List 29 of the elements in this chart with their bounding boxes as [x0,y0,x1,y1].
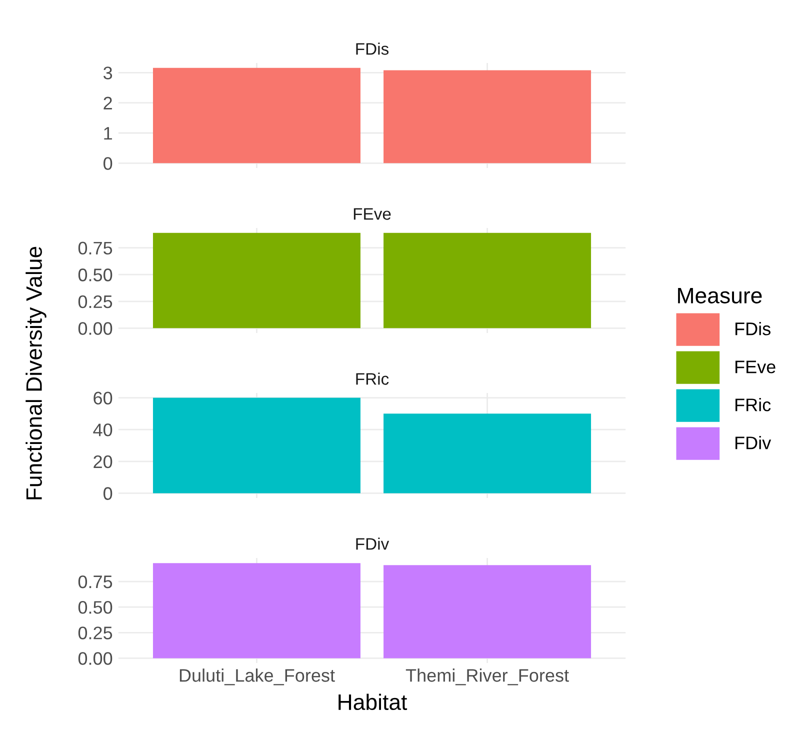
legend-label: FRic [736,398,771,412]
legend-label: FDis [736,322,770,336]
legend-label: FDiv [736,436,772,450]
chart-title: FRic [356,372,389,385]
y-tick-label: 0.25 [78,626,112,640]
y-tick-label: 0.25 [78,295,112,308]
y-tick-label: 0.00 [78,652,112,665]
y-axis-title: Functional Diversity Value [26,246,46,500]
y-tick-label: 0.50 [78,601,112,614]
y-tick-label: 2 [104,96,112,110]
y-tick-label: 0 [104,487,112,500]
y-tick-label: 0.50 [78,268,112,282]
legend-title: Measure [678,288,762,304]
y-tick-label: 20 [94,455,112,468]
y-tick-label: 1 [104,127,112,140]
y-tick-label: 0.75 [78,242,112,255]
chart-title: FEve [354,208,391,220]
x-axis-title: Habitat [338,694,408,710]
y-tick-label: 40 [93,424,112,436]
y-tick-label: 3 [103,66,112,80]
y-tick-label: 60 [94,392,112,404]
chart-title: FDis [356,42,389,55]
chart-title: FDiv [356,538,390,550]
x-tick-label: Duluti_Lake_Forest [180,668,335,686]
legend-label: FEve [736,360,776,374]
x-tick-label: Themi_River_Forest [406,668,569,686]
y-tick-label: 0.75 [78,575,112,588]
y-tick-label: 0 [104,157,112,170]
y-tick-label: 0.00 [78,322,112,335]
